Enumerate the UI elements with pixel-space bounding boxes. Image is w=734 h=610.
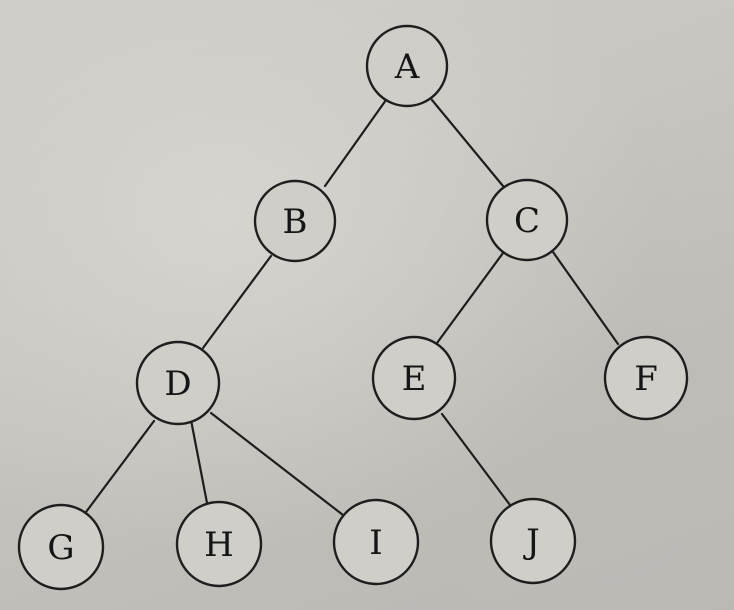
node-circle (365, 24, 449, 108)
node-circle (489, 497, 577, 585)
node-label: G (47, 528, 74, 568)
edge-D-G (84, 419, 156, 514)
node-circle (17, 503, 105, 591)
edge-D-I (209, 411, 345, 517)
node-label: J (523, 522, 540, 562)
node-label: H (204, 525, 234, 565)
node-label: D (164, 364, 191, 404)
edge-A-C (430, 98, 505, 188)
edge-E-J (440, 412, 512, 507)
node-circle (332, 498, 420, 586)
tree-node-H: H (175, 500, 263, 588)
node-circle (371, 335, 457, 421)
node-label: I (369, 523, 382, 563)
edge-D-H (189, 418, 209, 505)
tree-node-E: E (371, 335, 457, 421)
node-circle (135, 340, 221, 426)
edge-A-B (323, 98, 388, 188)
node-circle (485, 178, 569, 262)
node-label: C (514, 201, 540, 241)
tree-node-B: B (253, 179, 337, 263)
tree-node-A: A (365, 24, 449, 108)
node-label: E (402, 359, 427, 399)
tree-node-I: I (332, 498, 420, 586)
tree-node-J: J (489, 497, 577, 585)
node-circle (603, 335, 689, 421)
node-label: A (394, 47, 420, 87)
node-label: F (634, 359, 658, 399)
node-label: B (283, 202, 308, 242)
node-circle (253, 179, 337, 263)
tree-node-D: D (135, 340, 221, 426)
tree-node-F: F (603, 335, 689, 421)
edge-B-D (201, 254, 273, 350)
tree-node-C: C (485, 178, 569, 262)
tree-edges (84, 98, 620, 517)
node-circle (175, 500, 263, 588)
edge-C-E (435, 251, 505, 345)
edge-C-F (551, 250, 620, 346)
tree-node-G: G (17, 503, 105, 591)
